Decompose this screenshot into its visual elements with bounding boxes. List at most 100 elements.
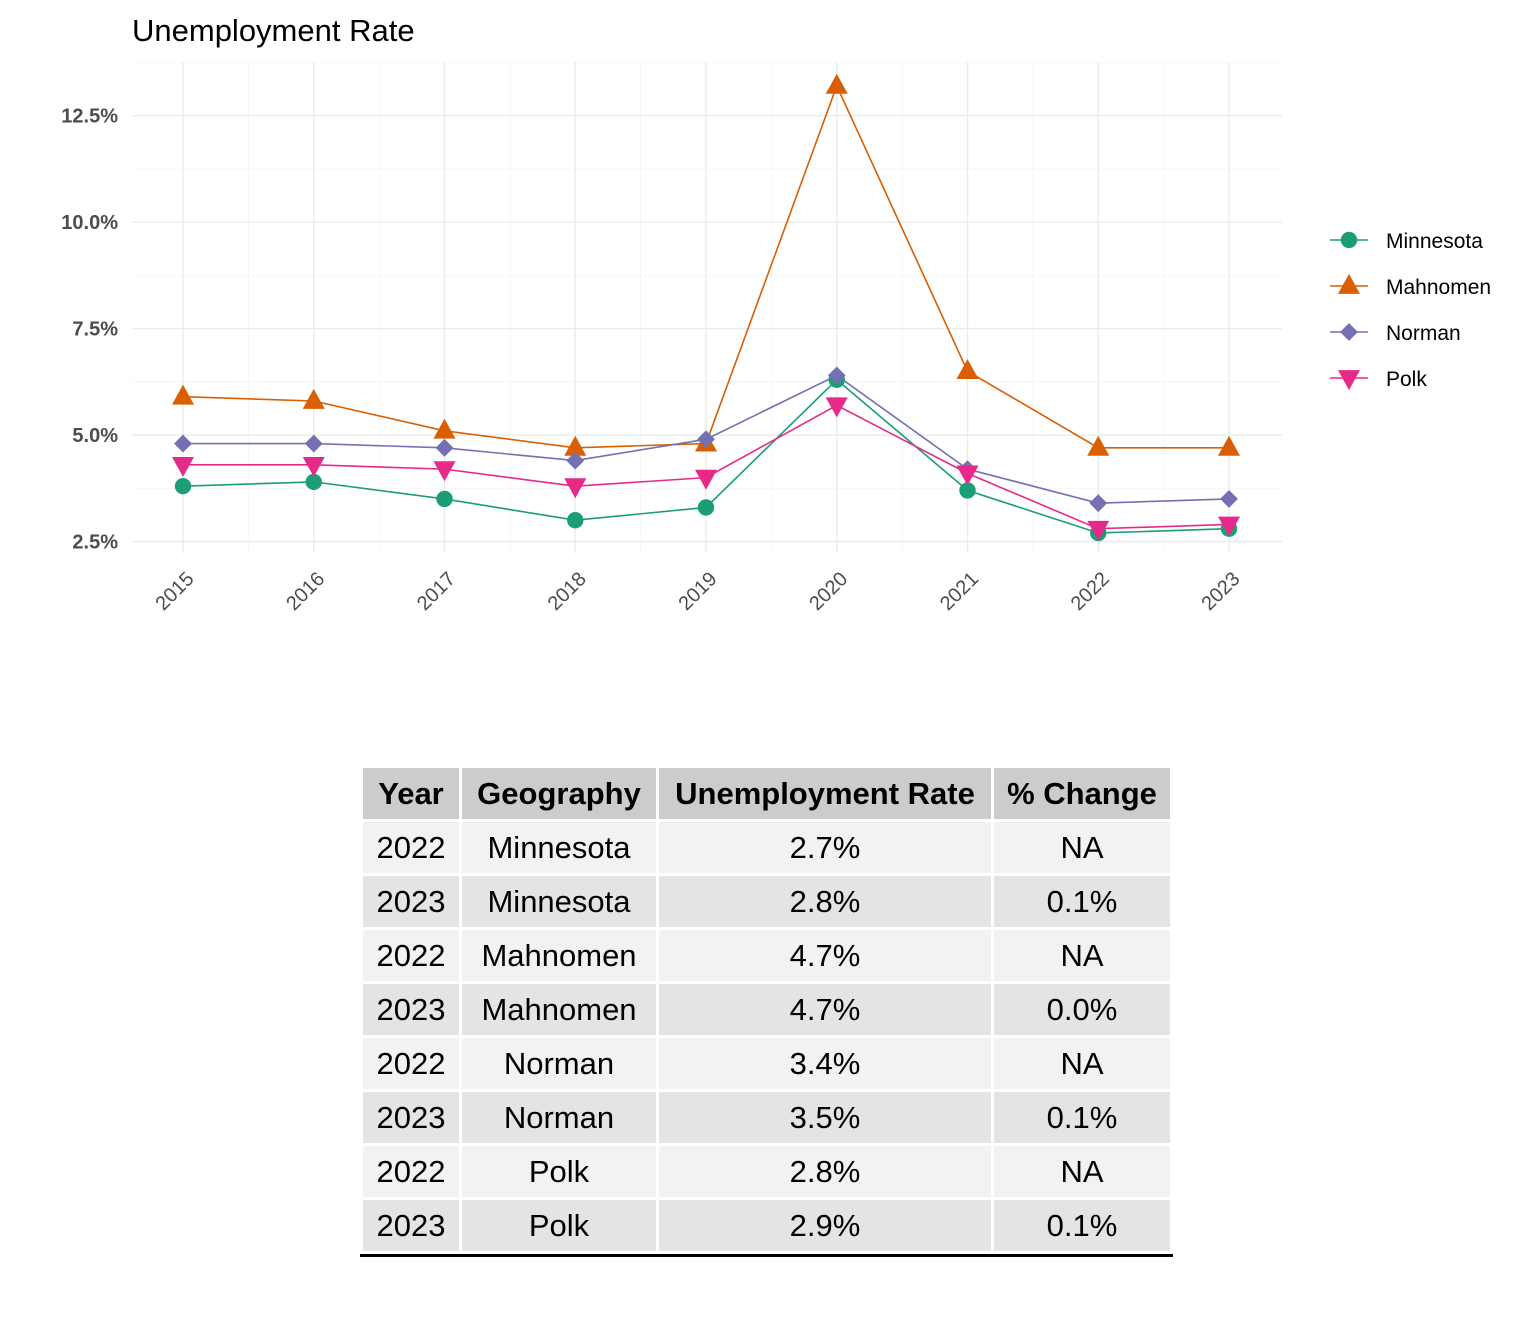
data-point-minnesota [959, 482, 976, 499]
data-point-norman [304, 434, 323, 453]
x-axis-ticks: 2015 2016 2017 2018 2019 2020 2021 2022 2023 [152, 568, 1245, 615]
cell-percent-change: NA [994, 1146, 1170, 1197]
data-point-polk [433, 461, 456, 482]
data-point-mahnomen [825, 73, 848, 94]
cell-geography: Minnesota [462, 876, 656, 927]
cell-unemployment-rate: 2.8% [659, 876, 991, 927]
cell-percent-change: 0.1% [994, 1200, 1170, 1251]
cell-unemployment-rate: 2.7% [659, 822, 991, 873]
x-tick-label: 2015 [152, 568, 199, 615]
data-point-norman [697, 430, 715, 449]
cell-unemployment-rate: 3.4% [659, 1038, 991, 1089]
legend-marker-polk [1337, 370, 1361, 391]
cell-percent-change: NA [994, 1038, 1170, 1089]
data-point-minnesota [174, 477, 192, 495]
data-point-polk [956, 465, 979, 486]
data-point-mahnomen [564, 435, 587, 456]
cell-year: 2022 [363, 930, 459, 981]
data-point-norman [1089, 494, 1108, 513]
cell-geography: Minnesota [462, 822, 656, 873]
legend-label-mahnomen: Mahnomen [1386, 276, 1491, 299]
y-axis-ticks: 2.5% 5.0% 7.5% 10.0% 12.5% [61, 106, 118, 554]
cell-unemployment-rate: 2.8% [659, 1146, 991, 1197]
cell-year: 2023 [363, 876, 459, 927]
data-point-polk [694, 469, 718, 490]
unemployment-chart: Unemployment Rate 2.5% 5.0% 7.5% 10.0% 12.5%… [61, 13, 1491, 615]
cell-unemployment-rate: 4.7% [659, 930, 991, 981]
table-row: 2022 Polk 2.8% NA [363, 1146, 1170, 1197]
chart-legend: Minnesota Mahnomen Norman Polk [1330, 230, 1491, 391]
legend-label-polk: Polk [1386, 368, 1427, 391]
table-row: 2023 Norman 3.5% 0.1% [363, 1092, 1170, 1143]
cell-year: 2023 [363, 984, 459, 1035]
legend-marker-minnesota [1340, 231, 1358, 249]
data-point-polk [1217, 516, 1241, 537]
data-point-norman [566, 451, 585, 470]
cell-unemployment-rate: 3.5% [659, 1092, 991, 1143]
data-point-minnesota [436, 490, 453, 508]
y-tick-label: 5.0% [72, 425, 118, 447]
header-year: Year [363, 768, 459, 819]
table-row: 2022 Mahnomen 4.7% NA [363, 930, 1170, 981]
data-point-norman [827, 366, 846, 385]
data-point-mahnomen [171, 384, 195, 405]
y-tick-label: 7.5% [72, 319, 118, 341]
legend-label-minnesota: Minnesota [1386, 230, 1483, 253]
table-row: 2023 Polk 2.9% 0.1% [363, 1200, 1170, 1251]
data-point-mahnomen [1217, 435, 1241, 456]
cell-year: 2022 [363, 1038, 459, 1089]
data-point-polk [1087, 520, 1110, 541]
x-tick-label: 2016 [282, 568, 329, 615]
cell-year: 2022 [363, 1146, 459, 1197]
x-tick-label: 2021 [936, 568, 983, 615]
header-unemployment-rate: Unemployment Rate [659, 768, 991, 819]
chart-series [171, 73, 1241, 542]
cell-geography: Polk [462, 1200, 656, 1251]
cell-unemployment-rate: 2.9% [659, 1200, 991, 1251]
data-point-minnesota [697, 499, 715, 516]
cell-geography: Polk [462, 1146, 656, 1197]
cell-year: 2023 [363, 1200, 459, 1251]
table-row: 2022 Minnesota 2.7% NA [363, 822, 1170, 873]
chart-title: Unemployment Rate [132, 13, 415, 48]
data-point-mahnomen [1087, 435, 1110, 456]
data-point-polk [564, 478, 587, 499]
x-tick-label: 2020 [805, 568, 852, 615]
data-point-norman [435, 438, 454, 457]
legend-marker-norman [1340, 323, 1358, 341]
data-point-mahnomen [433, 418, 456, 439]
cell-geography: Norman [462, 1092, 656, 1143]
x-tick-label: 2017 [413, 568, 460, 615]
legend-marker-mahnomen [1337, 273, 1361, 294]
cell-geography: Mahnomen [462, 984, 656, 1035]
data-point-norman [1220, 489, 1238, 508]
y-tick-label: 12.5% [61, 106, 118, 128]
cell-geography: Norman [462, 1038, 656, 1089]
cell-year: 2023 [363, 1092, 459, 1143]
cell-year: 2022 [363, 822, 459, 873]
unemployment-table: Year Geography Unemployment Rate % Chang… [360, 765, 1173, 1257]
table-row: 2022 Norman 3.4% NA [363, 1038, 1170, 1089]
cell-percent-change: 0.1% [994, 1092, 1170, 1143]
table-row: 2023 Mahnomen 4.7% 0.0% [363, 984, 1170, 1035]
cell-percent-change: 0.1% [994, 876, 1170, 927]
cell-percent-change: 0.0% [994, 984, 1170, 1035]
data-point-mahnomen [956, 359, 979, 380]
x-tick-label: 2023 [1198, 568, 1245, 615]
header-percent-change: % Change [994, 768, 1170, 819]
x-tick-label: 2019 [675, 568, 722, 615]
cell-unemployment-rate: 4.7% [659, 984, 991, 1035]
legend-label-norman: Norman [1386, 322, 1461, 345]
data-point-polk [825, 397, 848, 418]
cell-percent-change: NA [994, 930, 1170, 981]
header-geography: Geography [462, 768, 656, 819]
data-point-polk [302, 456, 325, 477]
table-row: 2023 Minnesota 2.8% 0.1% [363, 876, 1170, 927]
data-point-mahnomen [302, 388, 325, 409]
data-point-polk [171, 456, 195, 477]
y-tick-label: 2.5% [72, 532, 118, 554]
y-tick-label: 10.0% [61, 212, 118, 234]
data-point-norman [174, 434, 192, 453]
cell-geography: Mahnomen [462, 930, 656, 981]
data-point-minnesota [305, 473, 322, 491]
